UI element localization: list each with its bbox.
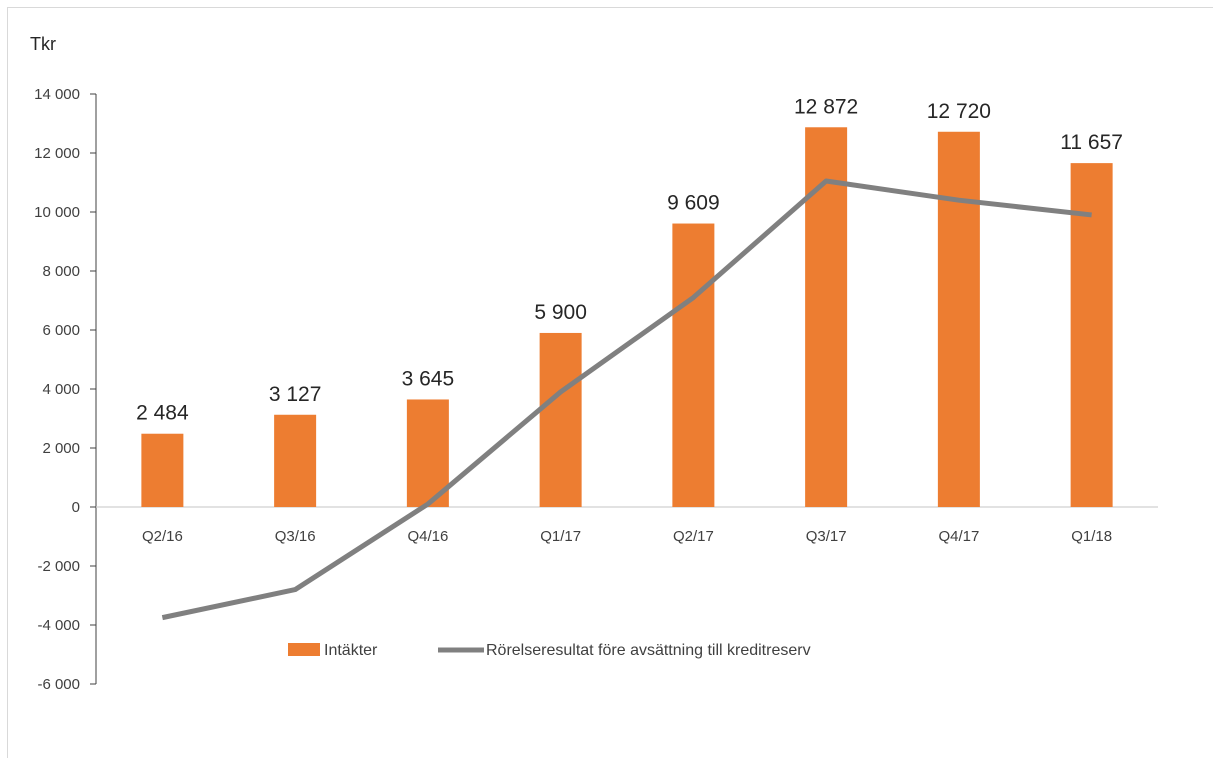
bar-data-label: 5 900	[534, 301, 587, 324]
line-series	[161, 178, 1092, 621]
legend-label-rorelseresultat: Rörelseresultat före avsättning till kre…	[486, 642, 811, 659]
bar-data-label: 3 645	[402, 367, 455, 390]
bar	[1070, 163, 1113, 507]
bar-data-label: 9 609	[667, 192, 720, 215]
legend-swatch-intakter	[288, 643, 320, 656]
y-tick-label: -4 000	[37, 617, 80, 634]
bar-data-label: 12 872	[794, 95, 858, 118]
x-tick-label: Q3/16	[275, 528, 316, 545]
legend: Intäkter Rörelseresultat före avsättning…	[288, 642, 811, 659]
x-axis: Q2/16 Q3/16 Q4/16 Q1/17 Q2/17 Q3/17 Q4/17 Q1/18	[96, 506, 1158, 545]
bar	[274, 414, 317, 507]
y-tick-label: 12 000	[34, 145, 80, 162]
y-unit-label: Tkr	[30, 34, 56, 54]
y-tick-label: 14 000	[34, 86, 80, 103]
bar-data-label: 2 484	[136, 402, 189, 425]
x-tick-label: Q4/17	[938, 528, 979, 545]
legend-label-intakter: Intäkter	[324, 642, 378, 659]
x-tick-label: Q2/17	[673, 528, 714, 545]
bar-data-label: 11 657	[1060, 131, 1123, 154]
y-axis: 14 000 12 000 10 000 8 000 6 000 4 000 2 000 0 -…	[34, 86, 97, 693]
x-tick-label: Q1/18	[1071, 528, 1112, 545]
bar	[141, 433, 184, 507]
y-tick-label: -2 000	[37, 558, 80, 575]
y-tick-label: 6 000	[42, 322, 80, 339]
y-tick-label: 0	[72, 499, 80, 516]
bar-data-label: 12 720	[927, 100, 991, 123]
y-tick-label: 4 000	[42, 381, 80, 398]
bar	[937, 131, 980, 507]
y-tick-label: 2 000	[42, 440, 80, 457]
bar-series	[141, 127, 1113, 508]
y-tick-label: -6 000	[37, 676, 80, 693]
bar-data-labels: 2 484 3 127 3 645 5 900 9 609 12 872 12 720 11 …	[136, 95, 1123, 424]
bar-data-label: 3 127	[269, 383, 322, 406]
x-tick-label: Q4/16	[407, 528, 448, 545]
line-path	[161, 178, 1092, 621]
bar	[539, 332, 582, 507]
x-tick-label: Q1/17	[540, 528, 581, 545]
y-tick-label: 8 000	[42, 263, 80, 280]
x-tick-label: Q3/17	[806, 528, 847, 545]
x-tick-label: Q2/16	[142, 528, 183, 545]
y-tick-label: 10 000	[34, 204, 80, 221]
chart-frame	[7, 7, 1213, 758]
bar	[672, 223, 715, 508]
